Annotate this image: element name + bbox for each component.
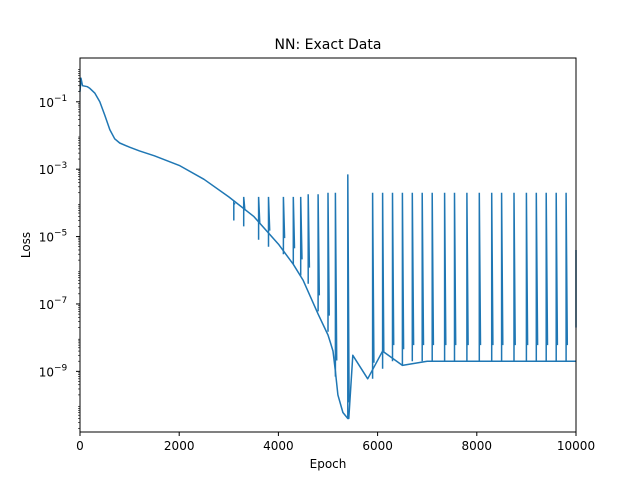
loss-spike-28 bbox=[545, 192, 549, 362]
loss-spike-7 bbox=[307, 194, 311, 284]
loss-spike-13 bbox=[381, 192, 385, 369]
x-axis-label: Epoch bbox=[310, 457, 347, 471]
loss-spike-30 bbox=[565, 192, 569, 362]
loss-spike-26 bbox=[525, 192, 529, 362]
x-tick-label: 0 bbox=[76, 439, 84, 453]
loss-spike-1 bbox=[242, 196, 246, 227]
chart-title: NN: Exact Data bbox=[275, 37, 382, 53]
y-tick-label: 10 bbox=[39, 163, 54, 177]
y-tick-exponent: −9 bbox=[54, 363, 68, 373]
x-tick-label: 10000 bbox=[557, 439, 595, 453]
loss-spike-6 bbox=[299, 196, 303, 276]
y-tick-base: 10 bbox=[39, 231, 54, 245]
loss-spike-29 bbox=[555, 192, 559, 362]
loss-spike-9 bbox=[327, 192, 330, 332]
loss-spike-19 bbox=[443, 192, 447, 362]
loss-spike-0 bbox=[233, 200, 236, 221]
loss-spike-21 bbox=[466, 192, 469, 362]
loss-spike-5 bbox=[292, 196, 296, 265]
loss-spike-24 bbox=[500, 192, 504, 362]
loss-line bbox=[79, 77, 576, 420]
loss-spike-8 bbox=[317, 194, 321, 312]
loss-spike-23 bbox=[490, 192, 494, 362]
loss-spike-4 bbox=[282, 196, 286, 255]
plot-frame bbox=[79, 57, 577, 433]
loss-spike-25 bbox=[513, 192, 516, 362]
y-tick-label: 10 bbox=[39, 365, 54, 379]
y-tick-label: 10 bbox=[39, 96, 54, 110]
y-tick-label: 10 bbox=[39, 231, 54, 245]
x-ticks: 0 2000 4000 6000 8000 10000 bbox=[76, 432, 595, 453]
y-tick-base: 10 bbox=[39, 365, 54, 379]
y-tick-base: 10 bbox=[39, 163, 54, 177]
loss-spike-3 bbox=[267, 196, 271, 247]
y-tick-label: 10 bbox=[39, 298, 54, 312]
y-tick-exponent: −5 bbox=[54, 229, 67, 239]
loss-spike-20 bbox=[453, 192, 457, 362]
x-tick-label: 4000 bbox=[263, 439, 294, 453]
y-tick-exponent: −1 bbox=[54, 94, 67, 104]
loss-spike-18 bbox=[431, 192, 435, 362]
loss-spike-22 bbox=[478, 192, 482, 362]
y-tick-base: 10 bbox=[39, 96, 54, 110]
y-tick-exponent: −3 bbox=[54, 161, 67, 171]
loss-spike-11 bbox=[347, 174, 350, 419]
loss-spike-16 bbox=[411, 192, 415, 362]
x-tick-label: 2000 bbox=[164, 439, 195, 453]
x-tick-label: 8000 bbox=[462, 439, 493, 453]
loss-spike-12 bbox=[371, 192, 375, 379]
y-tick-base: 10 bbox=[39, 298, 54, 312]
loss-spike-10 bbox=[334, 192, 338, 377]
series-layer bbox=[79, 77, 577, 420]
y-tick-exponent: −7 bbox=[54, 296, 67, 306]
x-tick-label: 6000 bbox=[362, 439, 393, 453]
loss-spike-27 bbox=[535, 192, 539, 362]
y-axis-label: Loss bbox=[19, 232, 33, 258]
loss-spike-14 bbox=[391, 192, 395, 362]
loss-spike-15 bbox=[401, 192, 405, 366]
loss-spike-2 bbox=[257, 196, 261, 240]
loss-spike-17 bbox=[421, 192, 425, 362]
